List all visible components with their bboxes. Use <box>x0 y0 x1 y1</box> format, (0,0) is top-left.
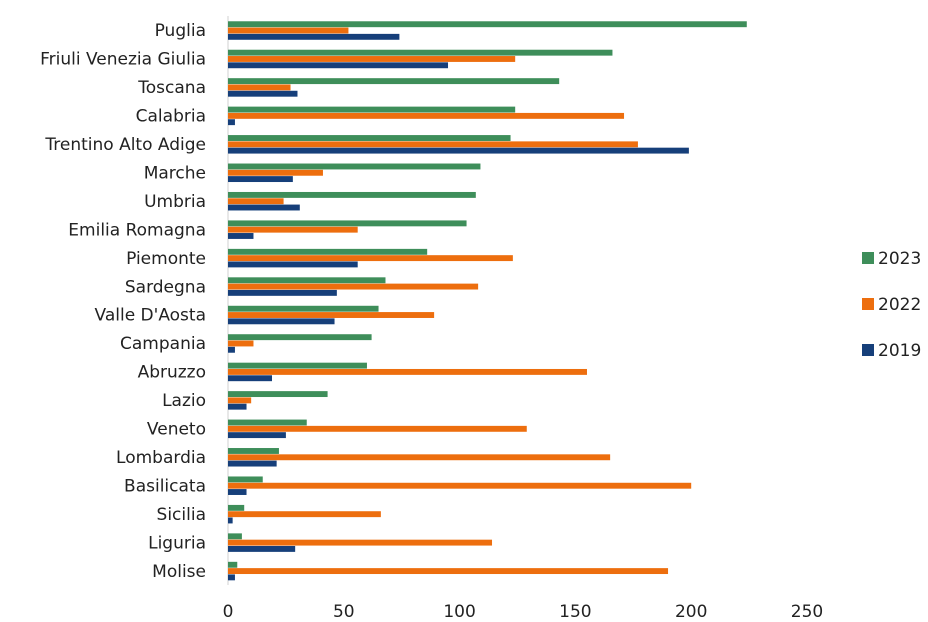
bar-2023-sardegna <box>228 277 386 284</box>
bar-2019-piemonte <box>228 261 358 268</box>
bar-2019-puglia <box>228 33 400 40</box>
bar-2019-friuli-venezia-giulia <box>228 62 449 69</box>
bar-2022-sicilia <box>228 511 381 518</box>
category-label: Sardegna <box>125 277 206 297</box>
legend-label-2019: 2019 <box>878 341 921 361</box>
bar-2022-friuli-venezia-giulia <box>228 56 516 62</box>
x-tick-label: 100 <box>443 602 475 622</box>
category-label: Marche <box>144 163 206 183</box>
bar-2023-umbria <box>228 191 476 198</box>
bar-2019-molise <box>228 574 235 581</box>
bar-2019-veneto <box>228 432 286 439</box>
bar-2022-piemonte <box>228 255 513 262</box>
x-tick-label: 50 <box>333 602 355 622</box>
bar-2019-campania <box>228 346 235 353</box>
bar-2022-puglia <box>228 27 349 34</box>
bar-2023-puglia <box>228 21 747 28</box>
bar-2023-calabria <box>228 106 516 113</box>
category-label: Abruzzo <box>138 363 206 383</box>
bar-2023-veneto <box>228 419 307 426</box>
legend-swatch-2022 <box>862 298 874 310</box>
bar-2022-umbria <box>228 198 284 205</box>
bar-2022-sardegna <box>228 283 479 290</box>
category-label: Umbria <box>144 192 206 212</box>
bar-2023-valle-d-aosta <box>228 305 379 312</box>
bar-2019-sicilia <box>228 517 233 524</box>
legend-label-2022: 2022 <box>878 295 921 315</box>
category-label: Piemonte <box>126 249 206 269</box>
bar-2023-abruzzo <box>228 362 367 369</box>
category-label: Friuli Venezia Giulia <box>40 50 206 70</box>
category-label: Liguria <box>148 533 206 553</box>
bar-2019-trentino-alto-adige <box>228 147 689 154</box>
bar-2022-marche <box>228 169 323 176</box>
bar-2022-lazio <box>228 397 252 404</box>
bar-2019-basilicata <box>228 489 247 495</box>
x-tick-label: 250 <box>791 602 823 622</box>
bar-2023-toscana <box>228 78 560 85</box>
bar-2019-liguria <box>228 545 296 552</box>
category-label: Veneto <box>147 420 206 440</box>
bar-2023-lazio <box>228 391 328 398</box>
bar-2022-basilicata <box>228 482 692 489</box>
x-tick-label: 150 <box>559 602 591 622</box>
bar-2019-toscana <box>228 90 298 97</box>
bar-2019-lombardia <box>228 460 277 467</box>
bar-2023-marche <box>228 163 481 170</box>
bar-2023-liguria <box>228 533 242 540</box>
bar-2023-sicilia <box>228 504 245 511</box>
bar-2019-calabria <box>228 119 235 126</box>
bar-2019-abruzzo <box>228 375 273 382</box>
category-label: Calabria <box>136 107 206 127</box>
bar-2022-calabria <box>228 112 625 119</box>
category-label: Sicilia <box>157 505 206 525</box>
category-label: Lazio <box>162 391 206 411</box>
category-label: Toscana <box>137 78 206 98</box>
category-label: Valle D'Aosta <box>95 306 206 326</box>
bar-2019-sardegna <box>228 289 337 296</box>
bar-2022-campania <box>228 340 254 347</box>
bar-2019-marche <box>228 176 293 183</box>
bar-2023-emilia-romagna <box>228 220 467 227</box>
bar-2022-molise <box>228 568 669 575</box>
legend-swatch-2019 <box>862 344 874 356</box>
bar-2023-friuli-venezia-giulia <box>228 49 613 56</box>
bar-2023-piemonte <box>228 248 428 255</box>
legend-swatch-2023 <box>862 252 874 264</box>
category-label: Trentino Alto Adige <box>44 135 206 155</box>
bar-2019-valle-d-aosta <box>228 318 335 325</box>
category-label: Molise <box>152 562 206 582</box>
bar-2023-trentino-alto-adige <box>228 135 511 141</box>
bar-2022-trentino-alto-adige <box>228 141 638 148</box>
bar-2019-emilia-romagna <box>228 233 254 239</box>
bar-2023-basilicata <box>228 476 263 483</box>
bar-2022-abruzzo <box>228 368 587 375</box>
bar-2022-lombardia <box>228 454 611 461</box>
x-tick-label: 0 <box>223 602 234 622</box>
bar-2022-valle-d-aosta <box>228 312 435 318</box>
category-label: Basilicata <box>124 476 206 496</box>
category-label: Emilia Romagna <box>68 220 206 240</box>
bar-2019-umbria <box>228 204 300 211</box>
category-label: Puglia <box>155 21 206 41</box>
bar-2022-veneto <box>228 425 527 432</box>
category-label: Campania <box>120 334 206 354</box>
bar-2022-toscana <box>228 84 291 91</box>
category-label: Lombardia <box>116 448 206 468</box>
bar-2023-campania <box>228 334 372 341</box>
bar-2022-emilia-romagna <box>228 226 358 233</box>
bar-2019-lazio <box>228 403 247 410</box>
bar-2023-molise <box>228 561 238 568</box>
bar-2023-lombardia <box>228 448 279 454</box>
x-tick-label: 200 <box>675 602 707 622</box>
bar-2022-liguria <box>228 539 493 546</box>
legend-label-2023: 2023 <box>878 249 921 269</box>
